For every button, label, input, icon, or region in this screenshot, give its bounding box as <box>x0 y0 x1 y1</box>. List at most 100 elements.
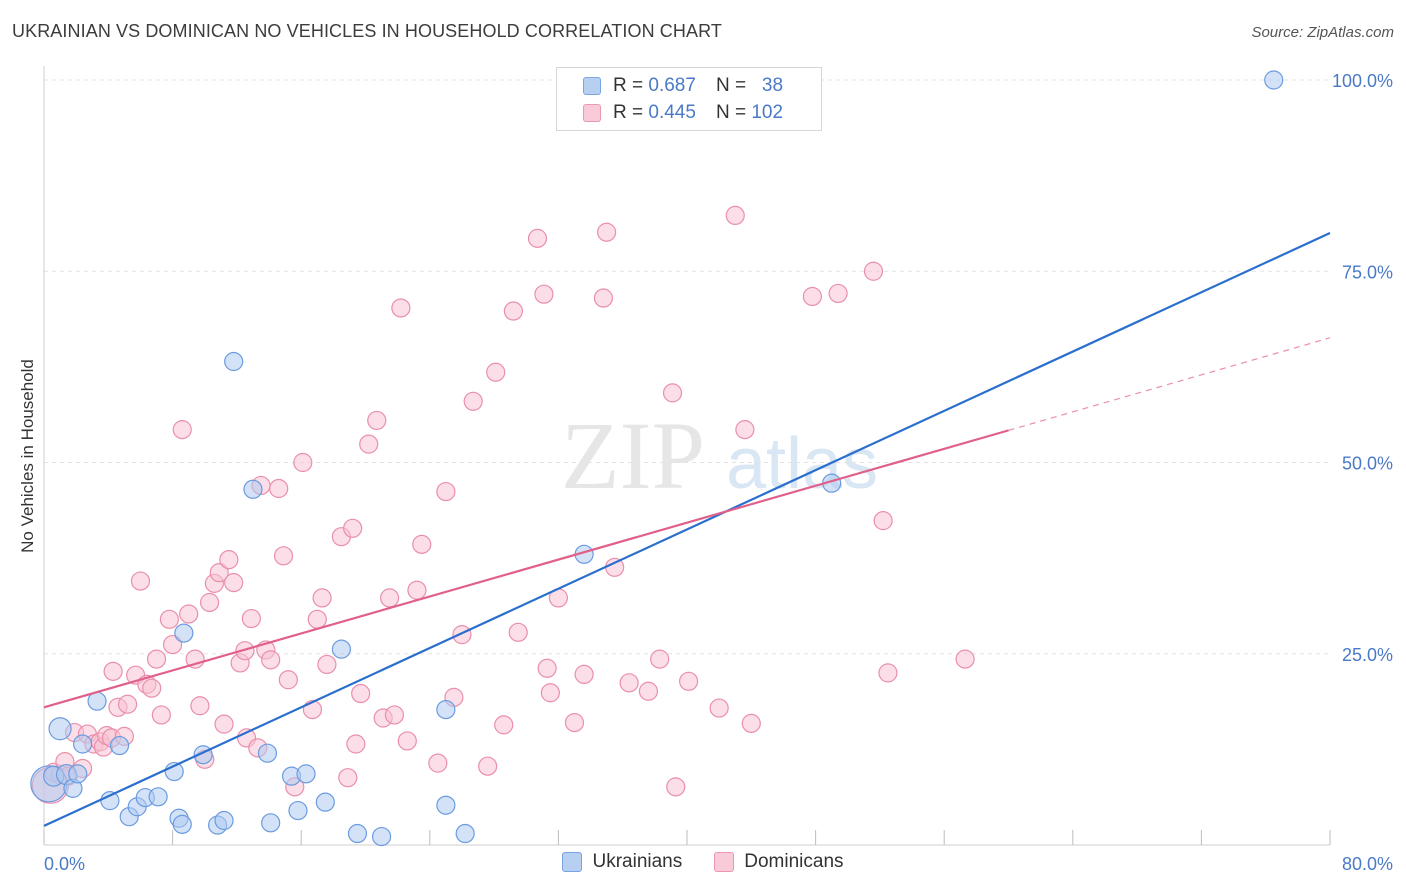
dominican-point <box>293 452 313 473</box>
legend-row-ukrainians: R = 0.687 N = 38 <box>583 74 783 98</box>
dominican-point <box>619 673 639 693</box>
source-attribution: Source: ZipAtlas.com <box>1251 24 1394 41</box>
ukrainian-point <box>174 623 194 643</box>
ukrainian-point <box>257 743 278 763</box>
ukrainian-trend-line <box>43 232 1331 827</box>
ukrainian-point <box>109 735 130 756</box>
dominican-swatch <box>714 852 735 872</box>
dominican-point <box>338 768 358 788</box>
dominican-point <box>199 592 220 613</box>
dominican-point <box>241 608 261 629</box>
y-tick-label: 50.0% <box>1342 454 1393 474</box>
dominican-point <box>873 511 893 531</box>
ukrainian-point <box>261 813 281 833</box>
dominican-point <box>214 714 234 734</box>
dominican-point <box>412 534 432 554</box>
ukrainian-point <box>68 764 88 784</box>
legend-label: Dominicans <box>744 851 844 872</box>
chart-title: UKRAINIAN VS DOMINICAN NO VEHICLES IN HO… <box>12 21 722 41</box>
dominican-point <box>384 705 405 725</box>
dominican-point <box>103 661 123 681</box>
dominican-point <box>307 609 327 629</box>
ukrainian-point <box>72 734 93 754</box>
dominican-point <box>709 698 729 718</box>
dominican-point <box>172 420 192 440</box>
dominican-point <box>428 753 448 773</box>
legend-item-ukrainians: Ukrainians <box>562 851 682 873</box>
dominican-point <box>117 694 138 714</box>
ukrainian-point <box>371 826 392 847</box>
dominican-point <box>190 696 210 716</box>
ukrainian-point <box>214 810 234 831</box>
series-legend: Ukrainians Dominicans <box>0 851 1406 873</box>
ukrainian-swatch <box>583 77 601 95</box>
stats-legend: R = 0.687 N = 38 R = 0.445 N = 102 <box>556 67 822 131</box>
dominican-point <box>478 756 498 776</box>
ukrainian-point <box>296 764 316 784</box>
ukrainian-point <box>148 787 168 807</box>
dominican-point <box>638 681 659 701</box>
dominican-point <box>130 571 151 591</box>
dominican-point <box>534 284 554 304</box>
dominican-point <box>159 609 179 629</box>
dominican-point <box>828 283 848 304</box>
ukrainian-point <box>347 823 368 844</box>
dominican-point <box>146 649 167 669</box>
dominican-point <box>209 563 229 583</box>
dominican-point <box>273 546 294 566</box>
dominican-point <box>527 228 548 248</box>
dominican-point <box>312 588 332 608</box>
r-label: R = <box>613 75 644 96</box>
tick-labels: 25.0% 50.0% 75.0% 100.0% 0.0% 80.0% <box>44 71 1393 874</box>
ukrainian-point <box>436 795 456 815</box>
dominican-point <box>163 634 183 655</box>
legend-row-dominicans: R = 0.445 N = 102 <box>583 101 783 125</box>
dominican-point <box>735 420 755 440</box>
dominican-point <box>436 481 456 502</box>
dominican-swatch <box>583 104 601 122</box>
dominican-point <box>486 362 506 382</box>
dominican-point <box>269 478 289 499</box>
dominican-point <box>802 286 822 307</box>
dominican-point <box>725 205 745 226</box>
dominican-point <box>219 550 239 570</box>
watermark: ZIP atlas <box>561 402 878 509</box>
dominican-point <box>650 649 670 669</box>
dominican-point <box>537 658 557 678</box>
n-value: 38 <box>761 75 784 96</box>
dominican-point <box>574 664 594 685</box>
n-value: 102 <box>751 102 784 123</box>
ukrainian-point <box>315 792 335 812</box>
ukrainian-point <box>288 800 308 821</box>
dominican-point <box>679 671 699 691</box>
ukrainian-point <box>455 823 475 844</box>
ukrainian-point <box>48 717 72 741</box>
dominican-point <box>367 410 387 431</box>
dominican-point <box>863 261 884 281</box>
dominican-point <box>878 663 898 683</box>
r-value: 0.687 <box>648 75 696 96</box>
dominican-point <box>662 383 683 403</box>
dominican-points <box>31 205 975 804</box>
dominican-point <box>142 678 162 698</box>
dominican-point <box>317 654 337 675</box>
y-tick-label: 100.0% <box>1332 71 1393 91</box>
y-tick-label: 75.0% <box>1342 262 1393 282</box>
dominican-point <box>452 625 472 645</box>
dominican-point <box>278 670 298 690</box>
ukrainian-point <box>331 639 351 659</box>
dominican-point <box>503 301 523 321</box>
dominican-point <box>741 713 761 733</box>
ukrainian-point <box>243 479 263 499</box>
dominican-point <box>351 683 371 704</box>
y-tick-label: 25.0% <box>1342 645 1393 665</box>
dominican-point <box>955 649 975 669</box>
dominican-point <box>359 434 379 454</box>
dominican-point <box>261 650 281 670</box>
dominican-point <box>508 622 528 642</box>
axes <box>43 66 1331 846</box>
dominican-point <box>666 777 686 797</box>
dominican-point <box>397 731 417 751</box>
dominican-point <box>179 604 199 624</box>
